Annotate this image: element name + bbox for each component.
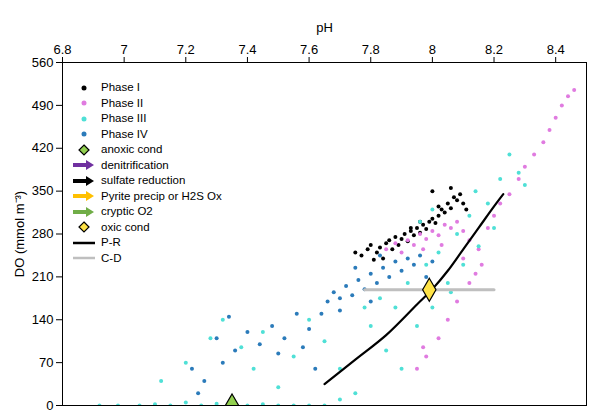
svg-text:490: 490	[32, 98, 54, 113]
svg-text:140: 140	[32, 312, 54, 327]
html-text:anoxic cond: anoxic cond	[101, 143, 163, 155]
html-text:C-D: C-D	[101, 251, 122, 264]
html-text:Phase III: Phase III	[101, 112, 147, 124]
html-text:denitrification: denitrification	[101, 158, 169, 171]
html-text:Phase I: Phase I	[101, 81, 140, 93]
svg-text:pH: pH	[316, 20, 333, 35]
svg-text:7.4: 7.4	[238, 42, 256, 57]
svg-text:8.2: 8.2	[485, 42, 503, 57]
html-text:Phase IV: Phase IV	[101, 127, 148, 140]
html-text:cryptic O2: cryptic O2	[101, 205, 153, 217]
svg-text:560: 560	[32, 55, 54, 70]
html-text:Pyrite precip or H2S Ox: Pyrite precip or H2S Ox	[101, 189, 222, 202]
svg-text:0: 0	[46, 398, 53, 413]
html-text:Phase II: Phase II	[101, 96, 144, 109]
html-text:oxic cond: oxic cond	[101, 220, 150, 233]
svg-text:7: 7	[121, 42, 128, 57]
html-text:P-R: P-R	[101, 236, 121, 248]
html-text:sulfate reduction: sulfate reduction	[101, 174, 186, 186]
svg-text:420: 420	[32, 140, 54, 155]
svg-text:7.6: 7.6	[300, 42, 318, 57]
svg-text:350: 350	[32, 183, 54, 198]
svg-text:6.8: 6.8	[53, 42, 71, 57]
svg-text:280: 280	[32, 226, 54, 241]
svg-text:DO (mmol m⁻³): DO (mmol m⁻³)	[12, 191, 27, 277]
svg-text:210: 210	[32, 269, 54, 284]
svg-text:7.2: 7.2	[177, 42, 195, 57]
svg-text:70: 70	[39, 355, 53, 370]
svg-text:7.8: 7.8	[362, 42, 380, 57]
svg-text:8.4: 8.4	[547, 42, 565, 57]
svg-text:8: 8	[429, 42, 436, 57]
